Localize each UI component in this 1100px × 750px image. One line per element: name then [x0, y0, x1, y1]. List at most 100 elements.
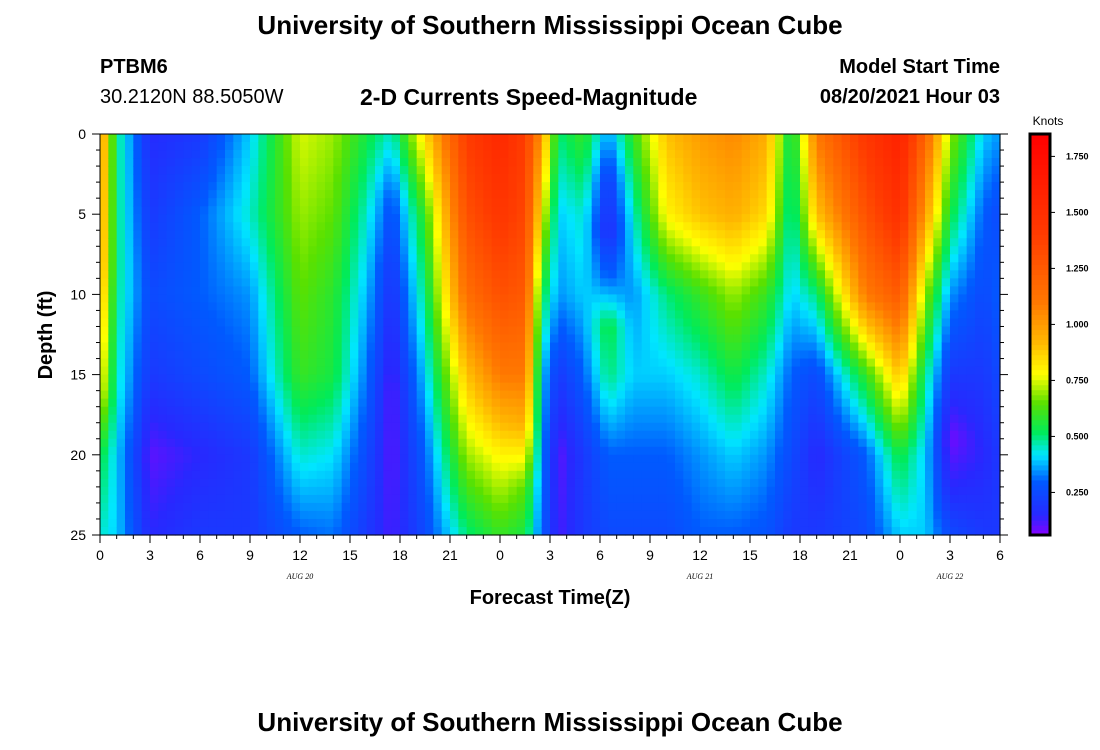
heatmap-cell — [566, 374, 576, 384]
heatmap-cell — [400, 270, 409, 279]
heatmap-cell — [225, 470, 234, 480]
heatmap-cell — [200, 430, 209, 440]
heatmap-cell — [241, 286, 251, 295]
heatmap-cell — [608, 214, 618, 223]
heatmap-cell — [850, 182, 859, 191]
heatmap-cell — [100, 310, 109, 320]
heatmap-cell — [266, 398, 276, 408]
heatmap-cell — [500, 182, 509, 191]
heatmap-cell — [225, 206, 234, 215]
heatmap-cell — [791, 350, 801, 360]
heatmap-cell — [466, 174, 476, 183]
heatmap-cell — [408, 222, 418, 231]
heatmap-cell — [750, 214, 759, 223]
heatmap-cell — [825, 438, 834, 448]
heatmap-cell — [416, 182, 426, 191]
heatmap-cell — [541, 486, 551, 496]
heatmap-cell — [758, 310, 768, 320]
heatmap-cell — [200, 374, 209, 384]
heatmap-cell — [566, 390, 576, 400]
heatmap-cell — [766, 510, 776, 520]
heatmap-cell — [266, 334, 276, 344]
heatmap-cell — [483, 254, 493, 263]
heatmap-cell — [316, 334, 326, 344]
heatmap-cell — [750, 230, 759, 239]
heatmap-cell — [891, 510, 901, 520]
heatmap-cell — [783, 158, 793, 167]
heatmap-cell — [308, 358, 318, 368]
heatmap-cell — [841, 198, 851, 207]
heatmap-cell — [525, 526, 534, 536]
heatmap-cell — [108, 478, 118, 488]
heatmap-cell — [658, 318, 668, 328]
heatmap-cell — [883, 286, 893, 295]
heatmap-cell — [125, 390, 134, 400]
heatmap-cell — [325, 222, 334, 231]
heatmap-cell — [466, 366, 476, 376]
heatmap-cell — [400, 198, 409, 207]
heatmap-cell — [275, 486, 284, 496]
heatmap-cell — [425, 374, 434, 384]
heatmap-cell — [916, 494, 926, 504]
heatmap-cell — [400, 510, 409, 520]
heatmap-cell — [566, 358, 576, 368]
heatmap-cell — [125, 246, 134, 255]
heatmap-cell — [241, 182, 251, 191]
heatmap-cell — [266, 302, 276, 312]
heatmap-cell — [616, 390, 626, 400]
heatmap-cell — [316, 358, 326, 368]
heatmap-cell — [875, 446, 884, 456]
heatmap-cell — [225, 430, 234, 440]
heatmap-cell — [533, 374, 543, 384]
heatmap-cell — [866, 454, 876, 464]
heatmap-cell — [350, 446, 359, 456]
heatmap-cell — [700, 262, 709, 271]
heatmap-cell — [433, 398, 443, 408]
heatmap-cell — [541, 158, 551, 167]
heatmap-cell — [650, 382, 659, 392]
heatmap-cell — [875, 334, 884, 344]
heatmap-cell — [283, 246, 293, 255]
heatmap-cell — [816, 262, 826, 271]
heatmap-cell — [433, 190, 443, 199]
heatmap-cell — [308, 390, 318, 400]
heatmap-cell — [733, 358, 743, 368]
heatmap-cell — [758, 366, 768, 376]
heatmap-cell — [316, 270, 326, 279]
heatmap-cell — [191, 414, 201, 424]
heatmap-cell — [225, 230, 234, 239]
heatmap-cell — [833, 478, 843, 488]
heatmap-cell — [125, 318, 134, 328]
heatmap-cell — [308, 230, 318, 239]
heatmap-cell — [466, 382, 476, 392]
heatmap-cell — [200, 326, 209, 336]
heatmap-cell — [708, 182, 718, 191]
heatmap-cell — [625, 462, 634, 472]
heatmap-cell — [333, 254, 343, 263]
heatmap-cell — [450, 342, 459, 352]
heatmap-cell — [541, 494, 551, 504]
heatmap-cell — [908, 382, 918, 392]
heatmap-cell — [233, 214, 243, 223]
heatmap-cell — [691, 222, 701, 231]
heatmap-cell — [358, 326, 368, 336]
heatmap-cell — [550, 198, 559, 207]
heatmap-cell — [425, 198, 434, 207]
heatmap-cell — [458, 398, 468, 408]
heatmap-cell — [566, 422, 576, 432]
heatmap-cell — [850, 374, 859, 384]
heatmap-cell — [508, 206, 518, 215]
heatmap-cell — [891, 206, 901, 215]
heatmap-cell — [750, 270, 759, 279]
heatmap-cell — [408, 462, 418, 472]
heatmap-cell — [383, 358, 393, 368]
heatmap-cell — [100, 526, 109, 536]
heatmap-cell — [466, 134, 476, 143]
heatmap-cell — [808, 382, 818, 392]
heatmap-cell — [141, 462, 151, 472]
heatmap-cell — [658, 310, 668, 320]
heatmap-cell — [425, 382, 434, 392]
heatmap-cell — [758, 422, 768, 432]
heatmap-cell — [250, 438, 259, 448]
heatmap-cell — [366, 142, 376, 151]
